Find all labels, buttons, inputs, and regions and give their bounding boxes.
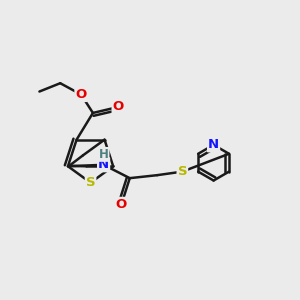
Text: S: S [86,176,95,189]
Text: N: N [208,138,219,152]
Text: S: S [178,165,187,178]
Text: O: O [116,198,127,211]
Text: H: H [99,148,109,161]
Text: O: O [112,100,124,113]
Text: O: O [75,88,87,101]
Text: N: N [98,158,109,171]
